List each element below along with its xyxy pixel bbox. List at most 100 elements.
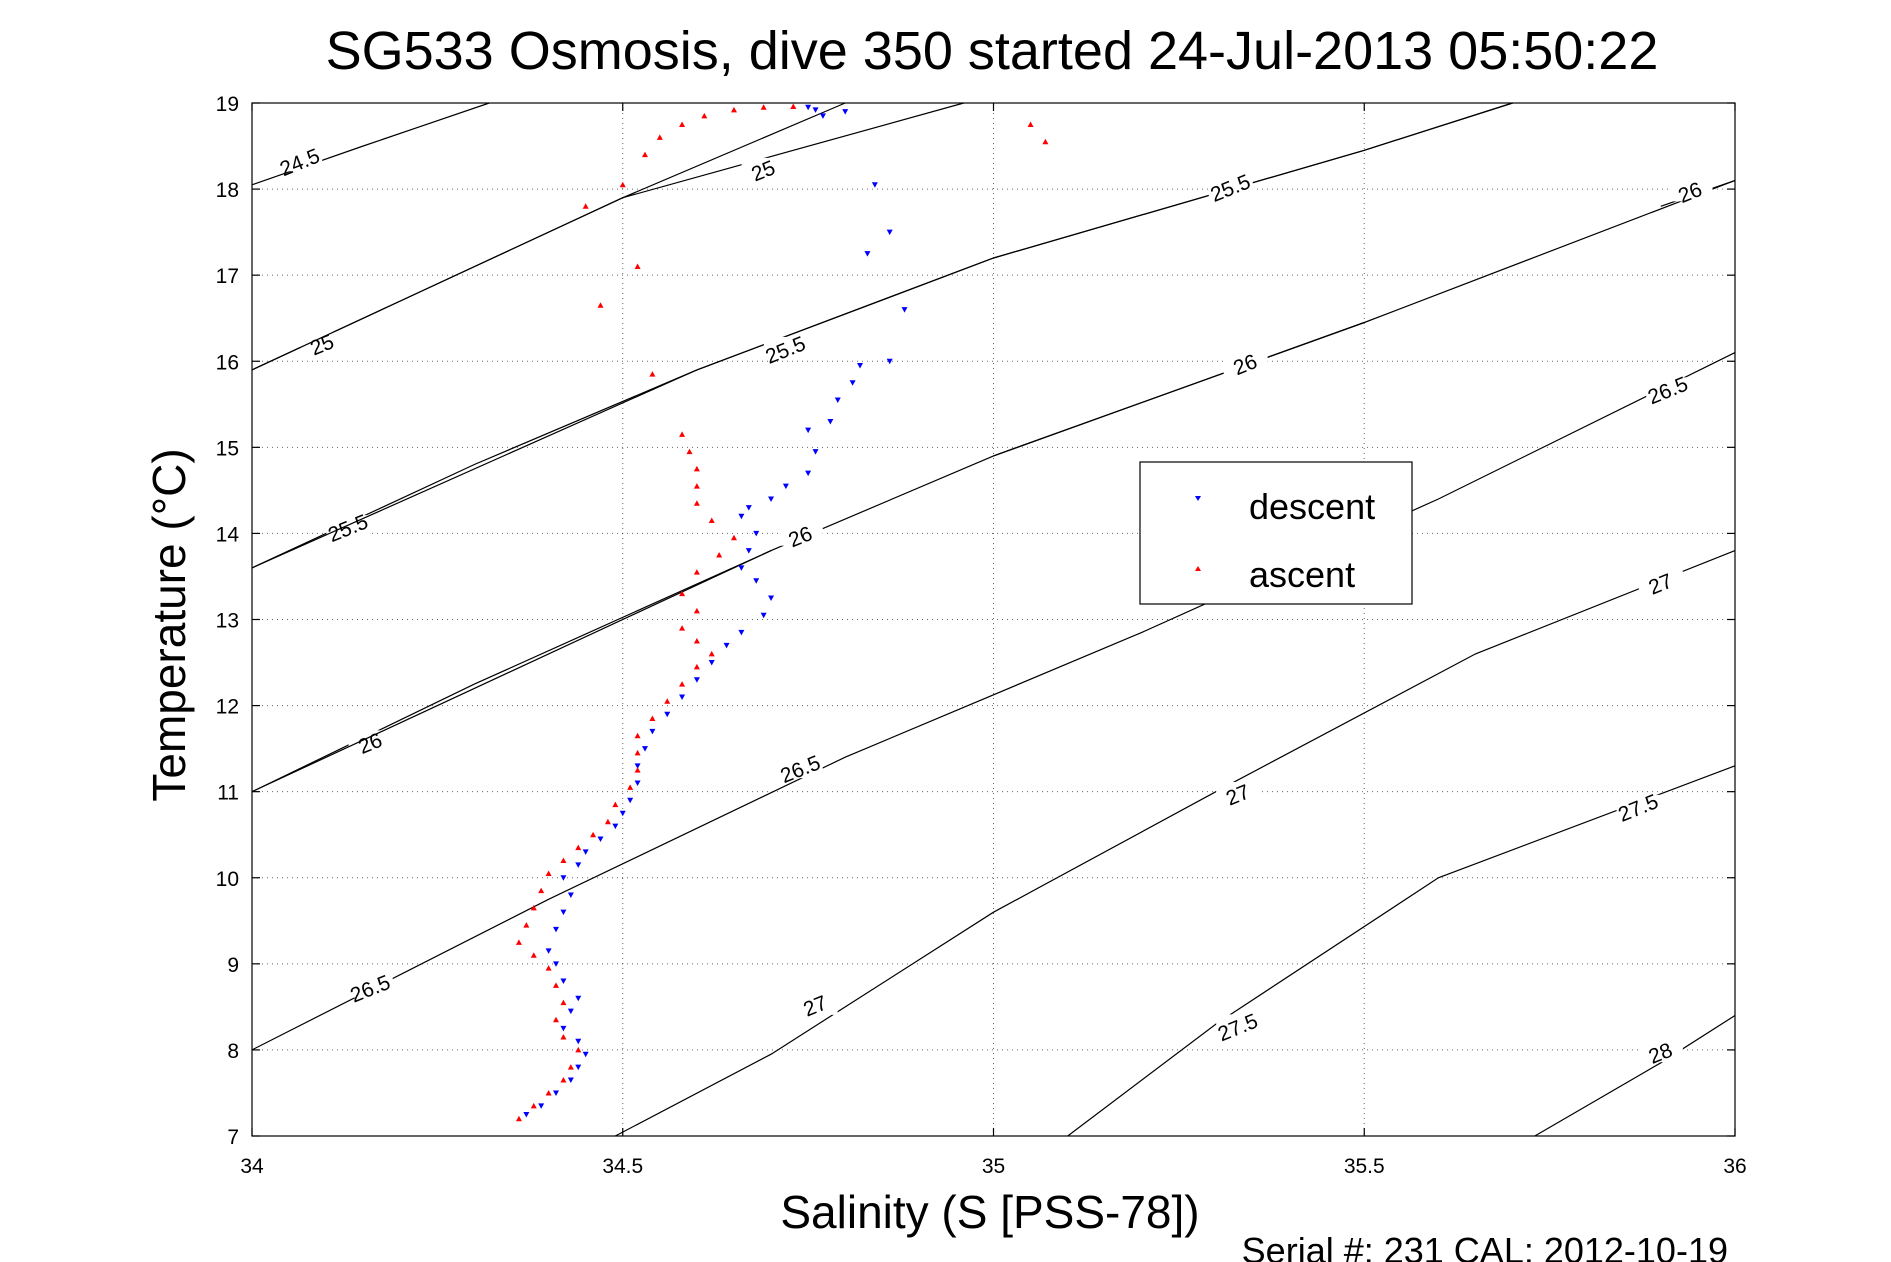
- descent-point: [567, 892, 574, 898]
- ascent-point: [634, 263, 641, 270]
- descent-point: [723, 642, 730, 649]
- ascent-point: [679, 121, 686, 128]
- contour-label-backdrop: [348, 730, 393, 753]
- ascent-point: [545, 1089, 552, 1096]
- ascent-point: [560, 857, 567, 864]
- descent-point: [634, 763, 641, 769]
- ascent-point: [716, 551, 723, 558]
- ascent-point: [634, 767, 641, 773]
- descent-point: [805, 470, 812, 477]
- x-axis-label: Salinity (S [PSS-78]): [780, 1186, 1199, 1238]
- ascent-point: [679, 431, 686, 437]
- descent-point: [753, 578, 760, 584]
- descent-point: [738, 513, 745, 520]
- ascent-point: [664, 698, 671, 704]
- descent-point: [827, 419, 834, 425]
- ascent-point: [679, 625, 686, 631]
- descent-point: [886, 229, 893, 236]
- descent-point: [805, 104, 812, 111]
- contour-line-28: [1534, 1014, 1736, 1137]
- ascent-point: [530, 1102, 537, 1109]
- contour-label-backdrop: [1216, 1014, 1261, 1037]
- descent-point: [582, 849, 589, 855]
- ascent-point: [708, 650, 715, 657]
- y-tick-label: 8: [227, 1040, 239, 1063]
- contour-line-25: [251, 102, 964, 371]
- contour-line-25-5: [251, 257, 994, 569]
- ascent-point: [619, 181, 626, 188]
- descent-point: [634, 780, 641, 787]
- descent-point: [745, 505, 752, 511]
- descent-point: [738, 565, 745, 571]
- descent-point: [523, 1111, 530, 1118]
- ascent-point: [530, 952, 537, 958]
- legend: descent ascent: [1139, 461, 1413, 605]
- descent-point: [612, 823, 619, 830]
- legend-box: [1139, 461, 1413, 605]
- ascent-point: [730, 534, 737, 541]
- contour-label-backdrop: [778, 756, 823, 779]
- ascent-point: [627, 784, 634, 790]
- ascent-point: [656, 134, 663, 140]
- ascent-point: [560, 1077, 567, 1083]
- ascent-point: [545, 965, 552, 971]
- ascent-point: [693, 465, 700, 472]
- y-tick-label: 10: [216, 868, 239, 891]
- descent-point: [738, 629, 745, 636]
- contour-label-backdrop: [1223, 351, 1268, 374]
- descent-point: [560, 909, 567, 916]
- descent-point: [812, 107, 819, 113]
- contour-line-27: [615, 550, 1736, 1137]
- contour-label-backdrop: [793, 992, 838, 1015]
- y-tick-label: 13: [216, 610, 239, 633]
- legend-label-ascent: ascent: [1249, 554, 1355, 595]
- descent-point: [782, 483, 789, 490]
- descent-point: [753, 530, 760, 537]
- ascent-point: [1027, 121, 1034, 128]
- ascent-point: [641, 151, 648, 158]
- descent-point: [871, 182, 878, 188]
- descent-point: [649, 728, 656, 735]
- ascent-point: [760, 104, 767, 110]
- descent-point: [901, 307, 908, 313]
- legend-marker-descent: [1195, 496, 1201, 501]
- ascent-point: [515, 939, 522, 945]
- x-tick-label: 36: [1723, 1155, 1746, 1178]
- contour-label-backdrop: [1638, 571, 1683, 594]
- ascent-point: [1042, 138, 1049, 145]
- ascent-point: [575, 1046, 582, 1053]
- contour-line-26: [251, 179, 1736, 793]
- y-tick-label: 18: [216, 179, 239, 202]
- ascent-point: [553, 1016, 560, 1023]
- ascent-point: [693, 483, 700, 489]
- descent-point: [805, 427, 812, 434]
- serial-cal-footer: Serial #: 231 CAL: 2012-10-19: [1242, 1230, 1728, 1262]
- ascent-point: [515, 1115, 522, 1122]
- ascent-point: [693, 663, 700, 670]
- contour-line-26-5: [251, 352, 1736, 1051]
- y-tick-label: 11: [217, 782, 239, 805]
- descent-point: [768, 595, 775, 601]
- y-tick-label: 12: [216, 696, 239, 719]
- descent-point: [567, 1077, 574, 1084]
- descent-point: [553, 1090, 560, 1096]
- contour-label-backdrop: [1668, 179, 1713, 202]
- ascent-point: [693, 607, 700, 614]
- descent-point: [560, 875, 567, 881]
- descent-point: [597, 836, 604, 843]
- ascent-point: [708, 517, 715, 524]
- descent-point: [760, 612, 767, 619]
- descent-point: [560, 978, 567, 985]
- ascent-point: [604, 818, 611, 825]
- descent-point: [575, 1064, 582, 1071]
- ascent-point: [560, 999, 567, 1006]
- ascent-point: [649, 715, 656, 721]
- descent-point: [886, 358, 893, 365]
- descent-point: [575, 995, 582, 1002]
- x-tick-label: 35.5: [1344, 1155, 1385, 1178]
- ascent-point: [693, 500, 700, 506]
- contour-line-24-5: [251, 102, 490, 186]
- descent-point: [679, 694, 686, 700]
- contour-label-backdrop: [348, 975, 393, 998]
